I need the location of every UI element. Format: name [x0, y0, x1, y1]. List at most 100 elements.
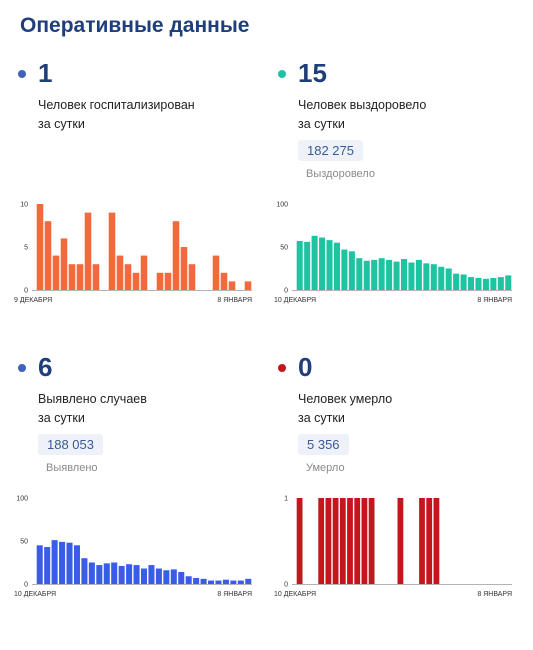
bar: [325, 498, 332, 584]
bar: [140, 255, 148, 290]
x-end-label: 8 ЯНВАРЯ: [477, 297, 512, 304]
daily-value: 15: [298, 58, 327, 88]
total-badge: 182 275: [298, 140, 363, 161]
bar: [430, 264, 437, 290]
bar: [44, 547, 51, 584]
hospitalized-chart: 0 5 10 9 ДЕКАБРЯ 8 ЯНВАРЯ: [10, 196, 260, 316]
bar: [393, 261, 400, 290]
bar: [220, 272, 228, 290]
bar: [73, 545, 80, 584]
bar: [326, 240, 333, 290]
bar: [140, 568, 148, 584]
bar: [296, 498, 303, 584]
bar: [148, 565, 155, 584]
bar: [426, 498, 433, 584]
bar: [433, 498, 440, 584]
label-line-1: Человек умерло: [298, 392, 393, 406]
bar: [163, 570, 170, 584]
card-hospitalized: 1 Человек госпитализирован за сутки 0 5 10…: [10, 56, 260, 356]
bar: [170, 569, 177, 584]
daily-label: Человек умерло за сутки: [298, 390, 518, 428]
deaths-chart: 0 1 10 ДЕКАБРЯ 8 ЯНВАРЯ: [270, 490, 520, 610]
bar: [354, 498, 361, 584]
bar: [156, 272, 164, 290]
y-tick-label: 0: [24, 582, 28, 589]
bar: [116, 255, 124, 290]
bar: [59, 541, 66, 584]
bar: [386, 259, 393, 290]
bar: [304, 241, 311, 290]
label-line-2: за сутки: [298, 117, 345, 131]
bar-chart: 0 50 100 10 ДЕКАБРЯ 8 ЯНВАРЯ: [274, 202, 512, 304]
bar: [361, 498, 368, 584]
label-line-2: за сутки: [298, 411, 345, 425]
bar-chart: 0 50 100 10 ДЕКАБРЯ 8 ЯНВАРЯ: [14, 496, 252, 598]
bar: [68, 264, 76, 290]
card-detected: 6 Выявлено случаев за сутки 188 053 Выяв…: [10, 350, 260, 650]
bar: [368, 498, 375, 584]
bar: [378, 258, 385, 290]
bar: [96, 565, 103, 584]
bar: [453, 273, 460, 290]
bar: [103, 563, 110, 584]
bar: [172, 221, 180, 290]
card-deaths: 0 Человек умерло за сутки 5 356 Умерло 0…: [270, 350, 520, 650]
label-line-1: Выявлено случаев: [38, 392, 147, 406]
label-line-2: за сутки: [38, 117, 85, 131]
bar: [419, 498, 425, 584]
bar: [445, 268, 452, 290]
bar: [438, 266, 445, 290]
page-title: Оперативные данные: [20, 14, 250, 37]
bar: [230, 580, 237, 584]
bar: [51, 540, 58, 584]
daily-value: 1: [38, 58, 53, 88]
bar: [222, 579, 229, 584]
bar: [408, 262, 415, 290]
recovered-chart: 0 50 100 10 ДЕКАБРЯ 8 ЯНВАРЯ: [270, 196, 520, 316]
bar: [460, 274, 467, 290]
bar: [215, 580, 222, 584]
total-badge: 188 053: [38, 434, 103, 455]
bar: [333, 242, 340, 290]
y-tick-label: 50: [280, 245, 288, 252]
bar: [126, 564, 133, 584]
bar: [296, 240, 303, 290]
bar: [200, 578, 207, 584]
bar: [318, 498, 325, 584]
bar: [132, 272, 140, 290]
daily-value: 0: [298, 352, 313, 382]
status-dot: [278, 364, 286, 372]
bar: [108, 212, 116, 290]
label-line-2: за сутки: [38, 411, 85, 425]
bar: [92, 264, 100, 290]
bar: [397, 498, 404, 584]
bar: [164, 272, 172, 290]
bar: [348, 251, 355, 290]
bar: [311, 235, 318, 290]
daily-label: Человек госпитализирован за сутки: [38, 96, 258, 134]
bar: [60, 238, 68, 290]
bar: [76, 264, 84, 290]
label-line-1: Человек выздоровело: [298, 98, 427, 112]
y-tick-label: 1: [284, 496, 288, 503]
bar: [84, 212, 92, 290]
bar: [356, 258, 363, 290]
y-tick-label: 100: [276, 202, 288, 209]
bar: [185, 576, 192, 584]
bar: [319, 237, 326, 290]
x-start-label: 9 ДЕКАБРЯ: [14, 297, 52, 304]
bar: [188, 264, 196, 290]
bar: [341, 249, 348, 290]
daily-label: Человек выздоровело за сутки: [298, 96, 518, 134]
status-dot: [18, 364, 26, 372]
bar: [193, 577, 200, 584]
bar: [111, 562, 118, 584]
bar-chart: 0 5 10 9 ДЕКАБРЯ 8 ЯНВАРЯ: [14, 202, 252, 304]
y-tick-label: 50: [20, 539, 28, 546]
status-dot: [278, 70, 286, 78]
bar: [88, 562, 95, 584]
bar: [124, 264, 132, 290]
bar: [180, 247, 188, 290]
x-start-label: 10 ДЕКАБРЯ: [274, 591, 316, 598]
bar: [415, 259, 422, 290]
